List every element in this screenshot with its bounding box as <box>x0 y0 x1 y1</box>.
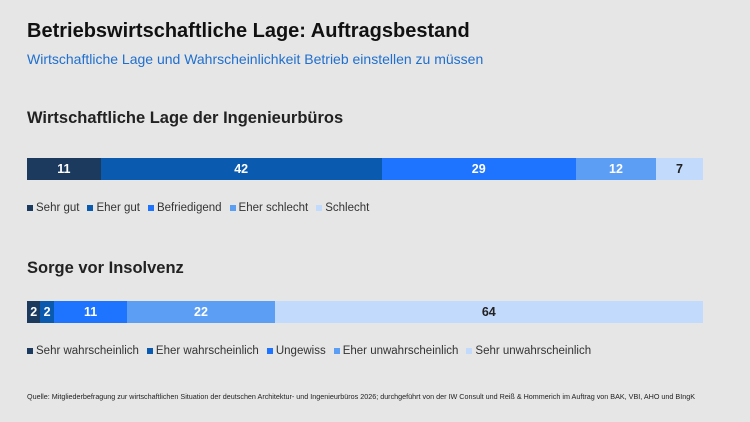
stacked-bar-sorge-vor-insolvenz: 2 2 11 22 64 <box>27 301 703 323</box>
section-title-wirtschaftliche-lage: Wirtschaftliche Lage der Ingenieurbüros <box>27 109 344 127</box>
source-note: Quelle: Mitgliederbefragung zur wirtscha… <box>27 392 695 401</box>
bar-segment-schlecht: 7 <box>656 158 703 180</box>
legend-label: Eher schlecht <box>238 202 309 214</box>
stacked-bar-wirtschaftliche-lage: 11 42 29 12 7 <box>27 158 703 180</box>
legend-item: Eher unwahrscheinlich <box>333 345 459 357</box>
legend-swatch <box>147 205 154 211</box>
legend-label: Eher wahrscheinlich <box>155 345 259 357</box>
data-label: 2 <box>43 305 51 319</box>
data-label: 11 <box>83 305 98 319</box>
legend-item: Schlecht <box>316 202 369 214</box>
legend-item: Eher schlecht <box>229 202 309 214</box>
legend-swatch <box>266 348 273 354</box>
legend-swatch <box>146 348 153 354</box>
legend-item: Sehr unwahrscheinlich <box>466 345 591 357</box>
legend-label: Ungewiss <box>275 345 326 357</box>
data-label: 7 <box>676 162 683 176</box>
legend-label: Befriedigend <box>156 202 222 214</box>
data-label: 12 <box>609 162 623 176</box>
legend-sorge-vor-insolvenz: Sehr wahrscheinlich Eher wahrscheinlich Un… <box>27 345 599 357</box>
legend-label: Sehr wahrscheinlich <box>36 345 139 357</box>
bar-segment-eher-schlecht: 12 <box>575 158 657 180</box>
bar-segment-befriedigend: 29 <box>381 158 576 180</box>
legend-swatch <box>316 205 323 211</box>
legend-swatch <box>333 348 340 354</box>
legend-label: Eher gut <box>96 202 140 214</box>
data-label: 2 <box>30 305 38 319</box>
data-label: 22 <box>194 305 208 319</box>
legend-item: Sehr gut <box>27 202 79 214</box>
bar-segment-sehr-wahrscheinlich: 2 <box>27 301 41 323</box>
legend-swatch <box>27 348 33 354</box>
legend-swatch <box>27 205 33 211</box>
chart-title: Betriebswirtschaftliche Lage: Auftragsbe… <box>27 20 470 42</box>
legend-item: Sehr wahrscheinlich <box>27 345 139 357</box>
legend-swatch <box>87 205 94 211</box>
legend-item: Befriedigend <box>147 202 222 214</box>
data-label: 64 <box>481 305 496 319</box>
legend-swatch <box>229 205 236 211</box>
bar-segment-eher-wahrscheinlich: 2 <box>40 301 54 323</box>
bar-segment-sehr-unwahrscheinlich: 64 <box>274 301 703 323</box>
data-label: 29 <box>471 162 486 176</box>
data-label: 11 <box>57 162 71 176</box>
chart-subtitle: Wirtschaftliche Lage und Wahrscheinlichk… <box>27 51 484 67</box>
bar-segment-eher-gut: 42 <box>100 158 382 180</box>
legend-label: Sehr gut <box>36 202 80 214</box>
legend-label: Eher unwahrscheinlich <box>342 345 459 357</box>
bar-segment-eher-unwahrscheinlich: 22 <box>127 301 275 323</box>
section-title-sorge-vor-insolvenz: Sorge vor Insolvenz <box>27 259 184 277</box>
legend-wirtschaftliche-lage: Sehr gut Eher gut Befriedigend Eher schlech… <box>27 202 377 214</box>
data-label: 42 <box>234 162 249 176</box>
bar-segment-sehr-gut: 11 <box>27 158 101 180</box>
legend-label: Schlecht <box>325 202 370 214</box>
legend-item: Ungewiss <box>266 345 326 357</box>
legend-swatch <box>466 348 473 354</box>
legend-item: Eher wahrscheinlich <box>146 345 259 357</box>
bar-segment-ungewiss: 11 <box>53 301 128 323</box>
legend-label: Sehr unwahrscheinlich <box>475 345 592 357</box>
legend-item: Eher gut <box>87 202 140 214</box>
